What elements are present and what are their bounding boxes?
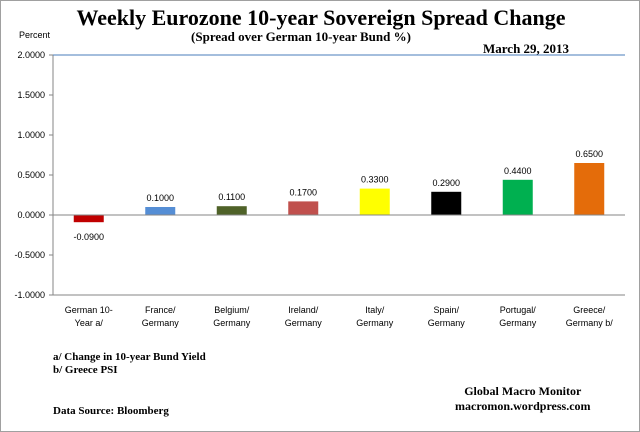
data-label: -0.0900 xyxy=(73,232,104,242)
footnotes: a/ Change in 10-year Bund Yield b/ Greec… xyxy=(53,351,206,377)
footnote-a: a/ Change in 10-year Bund Yield xyxy=(53,351,206,363)
data-label: 0.1100 xyxy=(218,192,245,202)
x-tick-label: Germany xyxy=(428,318,466,328)
footnote-b: b/ Greece PSI xyxy=(53,364,118,376)
data-label: 0.4400 xyxy=(504,166,532,176)
x-tick-label: Italy/ xyxy=(365,305,385,315)
y-tick-label: 1.5000 xyxy=(17,90,45,100)
y-tick-label: -1.0000 xyxy=(14,290,45,300)
data-label: 0.1000 xyxy=(146,193,174,203)
bar xyxy=(73,215,104,223)
data-label: 0.3300 xyxy=(361,175,389,185)
x-tick-label: Germany b/ xyxy=(566,318,614,328)
bar xyxy=(502,179,533,215)
x-tick-label: Spain/ xyxy=(433,305,459,315)
bar xyxy=(216,206,247,215)
data-label: 0.6500 xyxy=(575,149,603,159)
x-tick-label: Year a/ xyxy=(75,318,104,328)
bar xyxy=(431,191,462,215)
data-label: 0.2900 xyxy=(432,178,460,188)
chart-title: Weekly Eurozone 10-year Sovereign Spread… xyxy=(76,5,566,30)
brand-url: macromon.wordpress.com xyxy=(455,399,591,413)
chart-subtitle: (Spread over German 10-year Bund %) xyxy=(191,29,411,44)
y-tick-label: 1.0000 xyxy=(17,130,45,140)
brand-name: Global Macro Monitor xyxy=(464,384,582,398)
x-tick-label: Belgium/ xyxy=(214,305,250,315)
x-tick-label: Germany xyxy=(285,318,323,328)
x-tick-label: Ireland/ xyxy=(288,305,319,315)
brand: Global Macro Monitor macromon.wordpress.… xyxy=(455,384,591,414)
x-tick-label: Germany xyxy=(356,318,394,328)
bar xyxy=(574,163,605,215)
x-tick-label: Greece/ xyxy=(573,305,606,315)
x-tick-label: Germany xyxy=(213,318,251,328)
x-tick-label: Germany xyxy=(499,318,537,328)
y-tick-label: 2.0000 xyxy=(17,50,45,60)
y-axis-label: Percent xyxy=(19,30,51,40)
bar xyxy=(145,207,176,215)
x-tick-label: Portugal/ xyxy=(500,305,537,315)
bar xyxy=(359,188,390,215)
x-tick-label: Germany xyxy=(142,318,180,328)
x-tick-label: France/ xyxy=(145,305,176,315)
y-tick-label: 0.5000 xyxy=(17,170,45,180)
data-source: Data Source: Bloomberg xyxy=(53,405,169,417)
chart-date: March 29, 2013 xyxy=(483,41,570,56)
y-tick-label: -0.5000 xyxy=(14,250,45,260)
y-tick-label: 0.0000 xyxy=(17,210,45,220)
x-tick-label: German 10- xyxy=(65,305,113,315)
bar xyxy=(288,201,319,215)
data-label: 0.1700 xyxy=(289,187,317,197)
